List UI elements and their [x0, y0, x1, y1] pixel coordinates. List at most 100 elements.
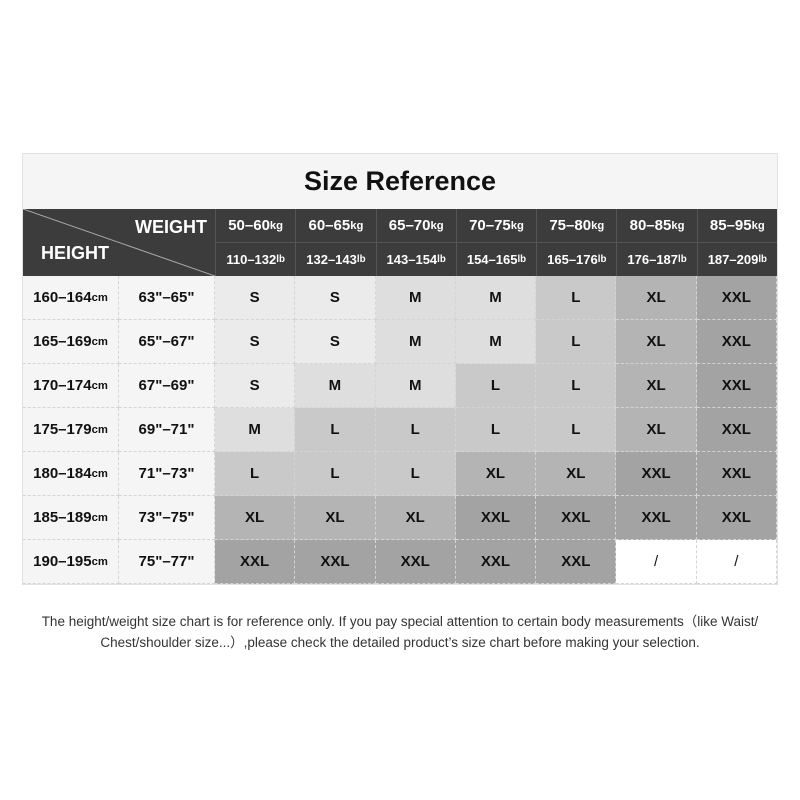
size-cell: /	[616, 540, 697, 584]
unit-label: lb	[356, 254, 366, 265]
range-value: 170–174	[33, 377, 92, 394]
weight-lb-header: 176–187 lb	[616, 243, 697, 276]
size-cell: XXL	[616, 496, 697, 540]
height-inch-cell: 67"–69"	[119, 364, 215, 408]
range-value: 190–195	[33, 553, 92, 570]
height-cm-cell: 170–174 cm	[23, 364, 119, 408]
unit-label: kg	[671, 219, 685, 232]
size-cell: XXL	[455, 496, 537, 540]
unit-label: cm	[91, 511, 108, 524]
unit-label: kg	[751, 219, 765, 232]
size-cell: L	[375, 452, 456, 496]
size-cell: XXL	[696, 496, 777, 540]
height-inch-cell: 73"–75"	[119, 496, 215, 540]
unit-label: cm	[91, 423, 108, 436]
size-cell: S	[295, 320, 376, 364]
size-table: WEIGHT HEIGHT 50–60 kg 60–65 kg 65–70 kg 70–75…	[23, 209, 777, 584]
height-label: HEIGHT	[41, 243, 110, 263]
size-cell: M	[375, 364, 456, 408]
size-cell: M	[455, 320, 537, 364]
size-cell: XL	[375, 496, 456, 540]
unit-label: kg	[591, 219, 605, 232]
diagonal-divider	[23, 209, 215, 276]
size-cell: M	[375, 320, 456, 364]
weight-lb-header: 165–176 lb	[536, 243, 617, 276]
weight-kg-header: 75–80 kg	[536, 209, 617, 243]
unit-label: kg	[269, 219, 284, 232]
size-cell: L	[536, 320, 617, 364]
size-cell: M	[455, 276, 537, 320]
weight-kg-header: 60–65 kg	[295, 209, 376, 243]
height-cm-cell: 190–195 cm	[23, 540, 119, 584]
size-cell: L	[215, 452, 296, 496]
size-cell: L	[375, 408, 456, 452]
range-value: 175–179	[33, 421, 92, 438]
size-cell: XL	[616, 276, 697, 320]
range-value: 70–75	[469, 217, 511, 234]
unit-label: lb	[276, 254, 285, 265]
size-cell: L	[295, 452, 376, 496]
size-cell: XXL	[536, 496, 617, 540]
size-cell: L	[536, 276, 617, 320]
size-cell: S	[215, 276, 296, 320]
size-cell: L	[536, 408, 617, 452]
unit-label: cm	[91, 291, 108, 304]
range-value: 165–176	[547, 252, 598, 267]
unit-label: lb	[437, 254, 446, 265]
range-value: 85–95	[709, 217, 752, 234]
size-cell: XXL	[375, 540, 456, 584]
range-value: 50–60	[228, 217, 270, 234]
size-cell: S	[215, 364, 296, 408]
size-cell: XL	[616, 364, 697, 408]
range-value: 110–132	[226, 252, 277, 267]
size-cell: XL	[616, 408, 697, 452]
weight-lb-header: 110–132 lb	[215, 243, 296, 276]
size-cell: L	[455, 364, 537, 408]
unit-label: kg	[430, 219, 444, 232]
range-value: 80–85	[629, 217, 672, 234]
weight-kg-header: 80–85 kg	[616, 209, 697, 243]
size-chart: Size Reference WEIGHT HEIGHT 50–60 kg 60–6…	[22, 153, 778, 585]
size-cell: XL	[295, 496, 376, 540]
size-cell: M	[215, 408, 296, 452]
range-value: 176–187	[627, 252, 679, 267]
range-value: 180–184	[33, 465, 92, 482]
weight-lb-header: 143–154 lb	[375, 243, 456, 276]
size-cell: L	[455, 408, 537, 452]
size-cell: XXL	[696, 452, 777, 496]
height-inch-cell: 75"–77"	[119, 540, 215, 584]
unit-label: lb	[517, 254, 527, 265]
size-cell: XL	[215, 496, 296, 540]
unit-label: cm	[91, 555, 108, 568]
footnote: The height/weight size chart is for refe…	[0, 611, 800, 653]
size-cell: XL	[455, 452, 537, 496]
height-inch-cell: 69"–71"	[119, 408, 215, 452]
size-cell: XXL	[696, 364, 777, 408]
unit-label: lb	[678, 254, 687, 265]
footnote-line-1: The height/weight size chart is for refe…	[41, 614, 759, 629]
range-value: 185–189	[33, 509, 92, 526]
size-cell: XXL	[696, 408, 777, 452]
weight-label: WEIGHT	[135, 217, 207, 237]
size-cell: XXL	[696, 320, 777, 364]
size-cell: XXL	[616, 452, 697, 496]
size-cell: XL	[616, 320, 697, 364]
chart-title: Size Reference	[23, 154, 777, 209]
weight-kg-header: 50–60 kg	[215, 209, 296, 243]
size-cell: XXL	[536, 540, 617, 584]
height-inch-cell: 63"–65"	[119, 276, 215, 320]
footnote-line-2: Chest/shoulder size...）,please check the…	[100, 635, 700, 650]
unit-label: kg	[510, 219, 524, 232]
range-value: 154–165	[466, 252, 518, 267]
range-value: 187–209	[707, 252, 759, 267]
size-cell: L	[295, 408, 376, 452]
weight-kg-header: 70–75 kg	[455, 209, 537, 243]
range-value: 75–80	[549, 217, 592, 234]
unit-label: cm	[91, 467, 108, 480]
height-inch-cell: 65"–67"	[119, 320, 215, 364]
size-cell: S	[215, 320, 296, 364]
size-cell: S	[295, 276, 376, 320]
weight-lb-header: 132–143 lb	[295, 243, 376, 276]
weight-kg-header: 65–70 kg	[375, 209, 456, 243]
size-cell: L	[536, 364, 617, 408]
